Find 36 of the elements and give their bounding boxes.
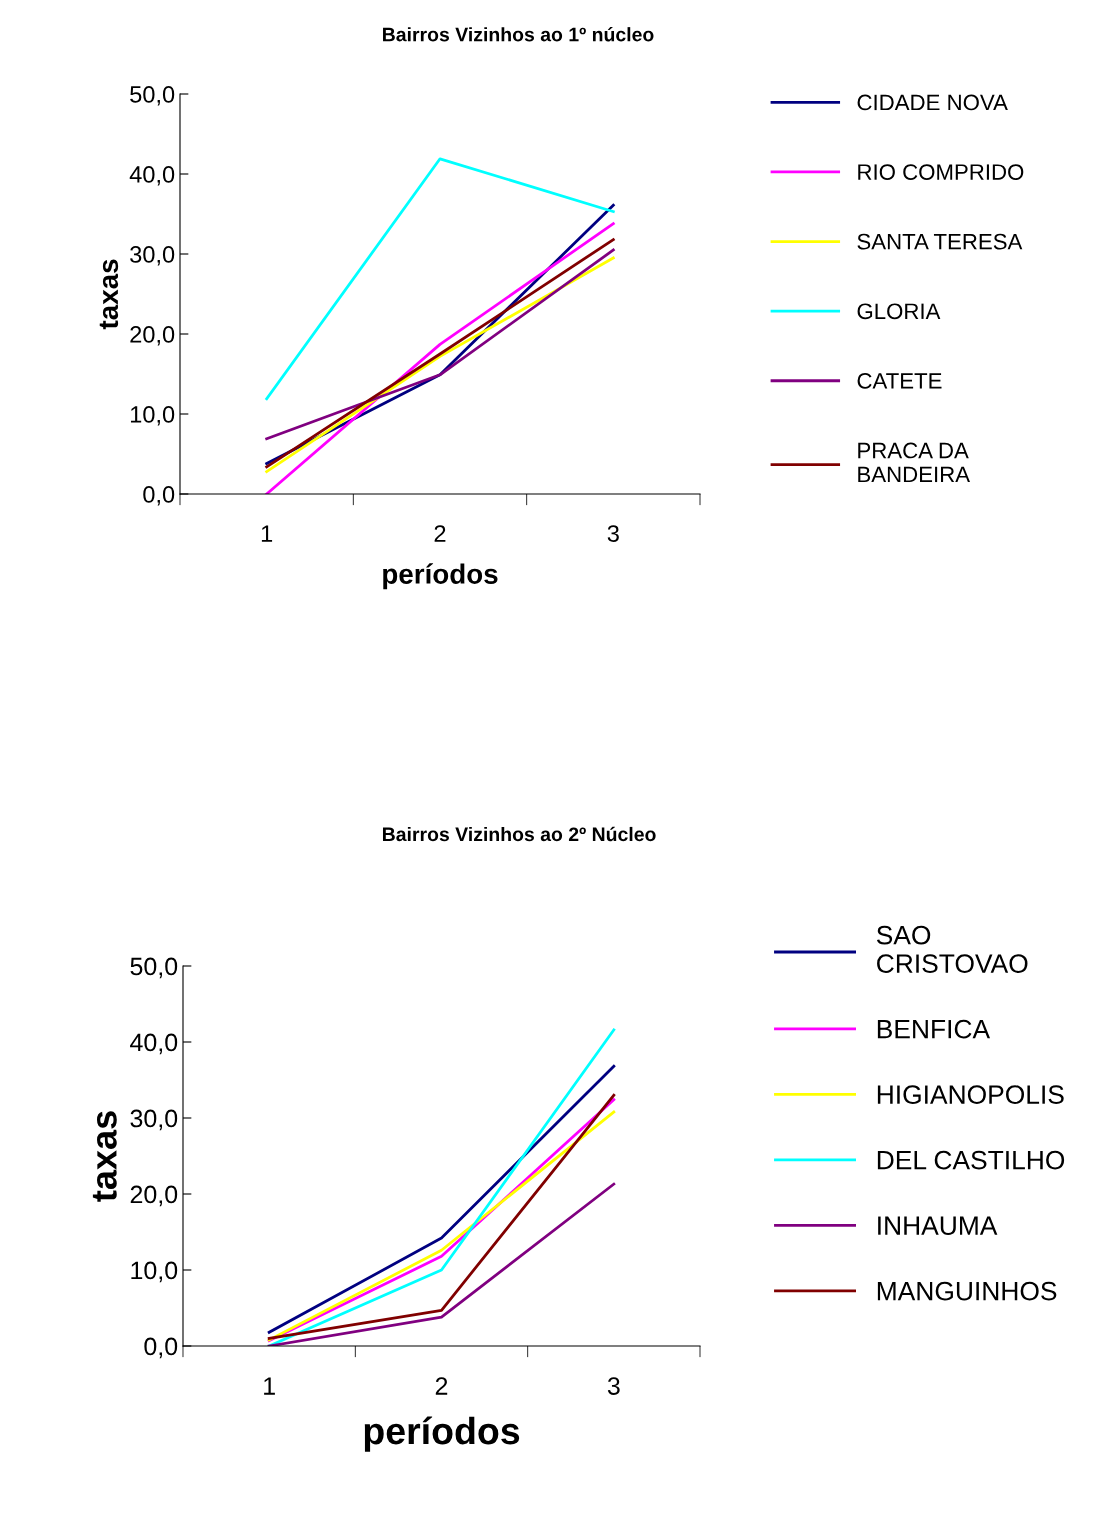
legend-label: GLORIA bbox=[857, 303, 941, 320]
legend-label: PRACA DA BANDEIRA bbox=[858, 442, 971, 483]
y-tick-label: 50,0 bbox=[130, 86, 175, 106]
y-tick-label: 30,0 bbox=[130, 1109, 178, 1131]
x-tick-label: 3 bbox=[607, 525, 619, 542]
legend-label: INHAUMA bbox=[878, 1216, 998, 1235]
y-tick-label: 10,0 bbox=[131, 1261, 178, 1283]
x-tick-label: 2 bbox=[435, 1377, 448, 1395]
y-tick-label: 0,0 bbox=[143, 486, 175, 506]
legend-label: CATETE bbox=[857, 373, 942, 389]
x-tick-label: 3 bbox=[607, 1377, 620, 1395]
chart-title: Bairros Vizinhos ao 2º Núcleo bbox=[382, 826, 656, 842]
x-tick-label: 1 bbox=[261, 525, 273, 542]
y-tick-label: 20,0 bbox=[130, 326, 175, 346]
y-axis-title: taxas bbox=[92, 1111, 117, 1202]
y-tick-label: 50,0 bbox=[130, 957, 178, 979]
legend-label: HIGIANOPOLIS bbox=[877, 1085, 1064, 1104]
y-tick-label: 10,0 bbox=[130, 406, 175, 426]
y-tick-label: 30,0 bbox=[130, 246, 175, 266]
legend-label: MANGUINHOS bbox=[877, 1281, 1057, 1301]
y-tick-label: 20,0 bbox=[130, 1185, 178, 1207]
legend-label: SANTA TERESA bbox=[857, 233, 1023, 250]
x-tick-label: 2 bbox=[434, 525, 446, 542]
y-tick-label: 40,0 bbox=[129, 166, 175, 186]
x-tick-label: 1 bbox=[264, 1377, 275, 1395]
y-tick-label: 0,0 bbox=[144, 1337, 178, 1359]
legend-label: SAO CRISTOVAO bbox=[876, 925, 1028, 973]
chart-title: Bairros Vizinhos ao 1º núcleo bbox=[383, 26, 654, 42]
legend-label: RIO COMPRIDO bbox=[858, 164, 1024, 180]
legend-label: DEL CASTILHO bbox=[877, 1150, 1065, 1170]
x-axis-title: períodos bbox=[364, 1416, 520, 1452]
legend-label: BENFICA bbox=[877, 1019, 991, 1039]
legend-label: CIDADE NOVA bbox=[857, 94, 1008, 111]
y-tick-label: 40,0 bbox=[130, 1033, 178, 1055]
x-axis-title: períodos bbox=[383, 563, 498, 590]
y-axis-title: taxas bbox=[99, 259, 119, 330]
